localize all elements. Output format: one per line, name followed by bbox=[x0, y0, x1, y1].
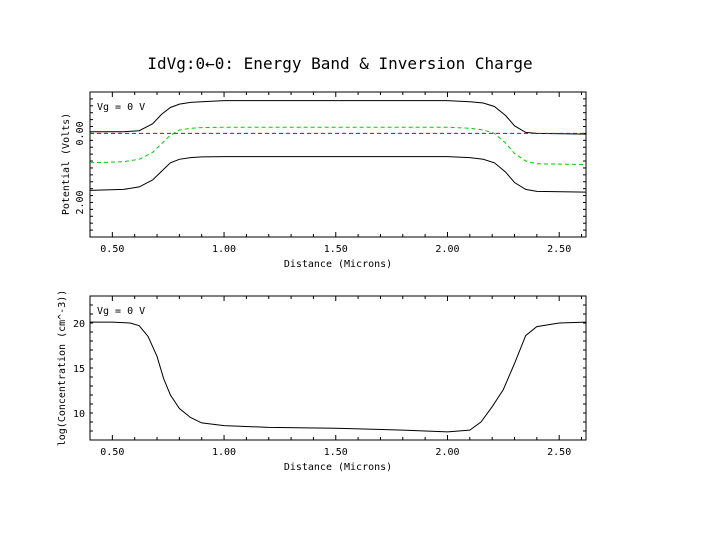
x-tick-label: 2.50 bbox=[547, 244, 571, 255]
y-tick-label: 2.00 bbox=[75, 190, 86, 214]
x-tick-label: 1.50 bbox=[324, 244, 348, 255]
concentration-y-axis-label: log(Concentration (cm^-3)) bbox=[57, 290, 68, 447]
potential-series-group bbox=[89, 100, 587, 193]
concentration-plot-frame bbox=[89, 295, 587, 441]
concentration-minor-ticks bbox=[89, 295, 586, 441]
concentration-x-axis-label: Distance (Microns) bbox=[284, 462, 392, 473]
x-tick-label: 1.50 bbox=[324, 447, 348, 458]
x-tick-label: 0.50 bbox=[100, 244, 124, 255]
potential-y-axis-label: Potential (Volts) bbox=[61, 113, 72, 215]
concentration-y-tick-labels: 10 15 20 bbox=[73, 319, 85, 420]
potential-x-axis-label: Distance (Microns) bbox=[284, 259, 392, 270]
concentration-x-tick-labels: 0.50 1.00 1.50 2.00 2.50 bbox=[100, 447, 571, 458]
potential-panel: 0.50 1.00 1.50 2.00 2.50 0.00 2.00 Vg = 0 V D… bbox=[61, 91, 587, 270]
potential-series-line-4 bbox=[89, 156, 587, 193]
concentration-series-line-1 bbox=[90, 321, 587, 433]
potential-series-line-2 bbox=[89, 126, 587, 165]
x-tick-label: 1.00 bbox=[212, 244, 236, 255]
potential-x-tick-labels: 0.50 1.00 1.50 2.00 2.50 bbox=[100, 244, 571, 255]
potential-plot-frame bbox=[89, 91, 587, 238]
potential-minor-ticks bbox=[89, 92, 586, 238]
potential-series-line-1 bbox=[90, 100, 587, 135]
y-tick-label: 10 bbox=[73, 409, 85, 420]
concentration-series-group bbox=[90, 321, 587, 433]
concentration-annotation: Vg = 0 V bbox=[97, 306, 145, 317]
concentration-panel: 0.50 1.00 1.50 2.00 2.50 10 15 20 Vg = 0 V Dis… bbox=[57, 290, 587, 473]
x-tick-label: 2.00 bbox=[435, 244, 459, 255]
y-tick-label: 0.00 bbox=[75, 121, 86, 145]
figure-title: IdVg:0←0: Energy Band & Inversion Charge bbox=[147, 54, 532, 73]
x-tick-label: 2.00 bbox=[435, 447, 459, 458]
potential-y-tick-labels: 0.00 2.00 bbox=[75, 121, 86, 214]
x-tick-label: 2.50 bbox=[547, 447, 571, 458]
x-tick-label: 1.00 bbox=[212, 447, 236, 458]
x-tick-label: 0.50 bbox=[100, 447, 124, 458]
y-tick-label: 20 bbox=[73, 319, 85, 330]
y-tick-label: 15 bbox=[73, 364, 85, 375]
potential-annotation: Vg = 0 V bbox=[97, 102, 145, 113]
